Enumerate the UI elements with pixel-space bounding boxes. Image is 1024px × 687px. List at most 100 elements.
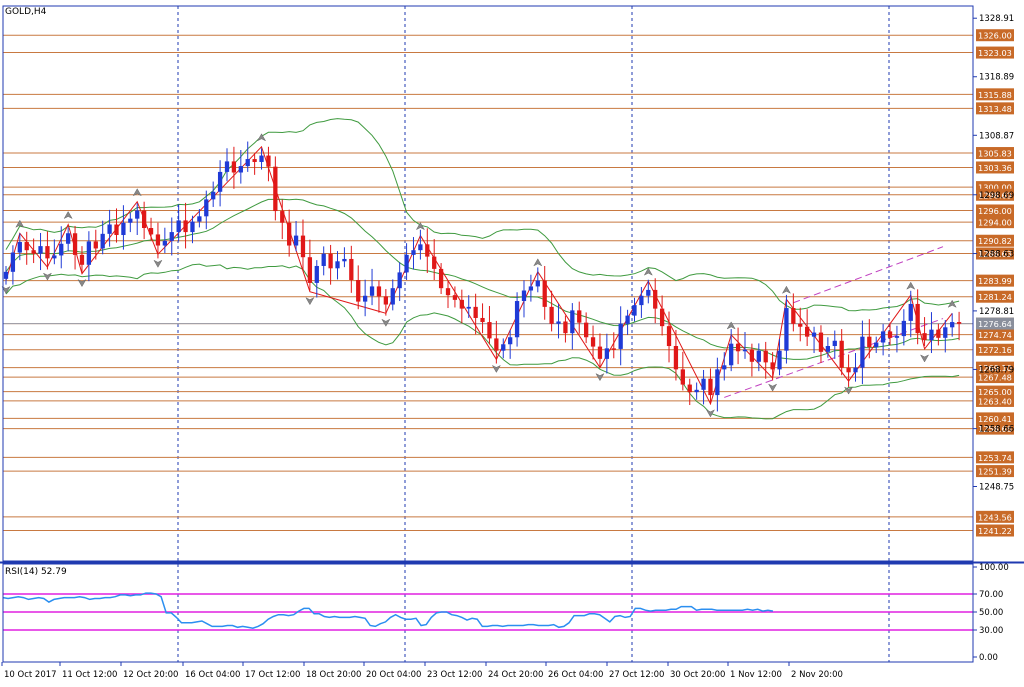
candle-body-11 bbox=[79, 254, 85, 265]
candle-body-111 bbox=[770, 362, 775, 370]
candle-body-13 bbox=[93, 241, 98, 249]
axes-layer: 1328.91 1318.89 1308.87 1298.69 1288.63 1278.… bbox=[0, 5, 1024, 680]
fractal-down-15 bbox=[705, 409, 716, 418]
candle-body-76 bbox=[528, 286, 534, 291]
price-tick-label-3: 1298.69 bbox=[979, 191, 1014, 201]
level-label-box-11 bbox=[976, 247, 1014, 260]
level-label-box-16 bbox=[976, 343, 1014, 356]
candle-body-78 bbox=[542, 280, 547, 307]
fractal-up-14 bbox=[643, 267, 653, 276]
candle-body-83 bbox=[577, 310, 582, 323]
rsi-tick-label-3: 30.00 bbox=[979, 626, 1003, 636]
level-label-box-10 bbox=[976, 234, 1014, 247]
level-label-box-18 bbox=[976, 371, 1014, 384]
current-price-box bbox=[976, 317, 1014, 330]
zigzag-indicator bbox=[5, 145, 953, 406]
bollinger-lower bbox=[5, 263, 960, 420]
candle-body-87 bbox=[604, 348, 610, 359]
candle-body-95 bbox=[659, 308, 665, 327]
time-label-10: 27 Oct 12:00 bbox=[609, 670, 664, 680]
level-label-24: 1251.39 bbox=[978, 467, 1012, 477]
candle-body-45 bbox=[314, 265, 319, 283]
level-label-4: 1305.83 bbox=[978, 149, 1012, 159]
candle-body-9 bbox=[66, 233, 71, 244]
level-label-12: 1283.99 bbox=[978, 276, 1012, 286]
level-label-box-1 bbox=[976, 46, 1014, 59]
level-label-box-13 bbox=[976, 290, 1014, 303]
time-label-8: 24 Oct 20:00 bbox=[488, 670, 543, 680]
candle-body-69 bbox=[480, 317, 485, 323]
candle-body-25 bbox=[176, 220, 181, 233]
candle-body-119 bbox=[825, 346, 831, 352]
zigzag-line bbox=[5, 145, 953, 406]
grid-layer bbox=[177, 6, 890, 662]
fractal-down-4 bbox=[77, 278, 87, 288]
candle-body-114 bbox=[791, 308, 796, 324]
level-label-20: 1263.40 bbox=[978, 396, 1012, 406]
candle-body-38 bbox=[266, 155, 271, 167]
candle-body-44 bbox=[307, 257, 313, 283]
level-label-0: 1326.00 bbox=[978, 31, 1012, 41]
candle-body-104 bbox=[722, 365, 727, 370]
price-panel-frame bbox=[2, 5, 974, 562]
candle-body-120 bbox=[832, 340, 837, 347]
level-label-13: 1281.24 bbox=[978, 292, 1012, 302]
candle-body-54 bbox=[376, 286, 382, 297]
candle-body-51 bbox=[356, 279, 361, 302]
fractal-up-22 bbox=[947, 299, 957, 308]
candle-body-10 bbox=[72, 233, 78, 255]
fractal-down-0 bbox=[1, 285, 11, 295]
price-tick-label-8: 1248.75 bbox=[979, 483, 1014, 493]
candle-body-80 bbox=[556, 321, 561, 324]
candle-body-65 bbox=[452, 295, 458, 300]
candle-body-56 bbox=[390, 288, 395, 305]
candle-body-81 bbox=[563, 321, 568, 334]
candle-body-93 bbox=[646, 289, 651, 296]
time-label-6: 20 Oct 04:00 bbox=[366, 670, 421, 680]
level-label-6: 1300.00 bbox=[978, 183, 1012, 193]
candle-body-77 bbox=[535, 280, 540, 287]
candle-body-97 bbox=[673, 346, 679, 370]
fractal-down-17 bbox=[767, 383, 778, 392]
candle-body-17 bbox=[121, 222, 126, 236]
candle-body-112 bbox=[777, 350, 782, 370]
rsi-line bbox=[2, 592, 774, 629]
level-label-16: 1272.16 bbox=[978, 345, 1012, 355]
candle-body-121 bbox=[839, 340, 844, 368]
candle-body-92 bbox=[639, 295, 644, 306]
price-tick-label-0: 1328.91 bbox=[979, 14, 1014, 24]
current-price-label: 1276.64 bbox=[978, 319, 1012, 329]
level-label-26: 1241.22 bbox=[978, 526, 1012, 536]
candle-body-98 bbox=[680, 369, 685, 385]
time-label-4: 17 Oct 12:00 bbox=[245, 670, 300, 680]
rsi-panel: 100.00 70.00 50.00 30.00 0.00 bbox=[2, 563, 1009, 663]
fractal-down-21 bbox=[919, 354, 930, 363]
candle-body-130 bbox=[901, 320, 906, 337]
level-label-9: 1294.00 bbox=[978, 218, 1012, 228]
candle-body-70 bbox=[487, 322, 492, 339]
candle-body-32 bbox=[224, 161, 230, 172]
candle-body-42 bbox=[293, 235, 299, 246]
level-label-2: 1315.88 bbox=[978, 90, 1012, 100]
level-label-1: 1323.03 bbox=[978, 48, 1012, 58]
level-label-box-17 bbox=[976, 361, 1014, 374]
candle-body-85 bbox=[590, 337, 596, 347]
candle-body-40 bbox=[280, 211, 285, 223]
candle-body-125 bbox=[867, 336, 872, 348]
rsi-panel-frame bbox=[2, 563, 974, 663]
candle-body-15 bbox=[107, 224, 112, 234]
level-label-11: 1288.63 bbox=[978, 249, 1012, 259]
candle-body-61 bbox=[425, 244, 430, 257]
candle-body-126 bbox=[874, 342, 879, 348]
candle-body-59 bbox=[411, 250, 416, 255]
level-label-15: 1274.74 bbox=[978, 330, 1012, 340]
support-resistance-levels: 1326.00 1323.03 1315.88 1313.48 1305.83 1303.… bbox=[3, 29, 1014, 537]
time-label-9: 26 Oct 04:00 bbox=[548, 670, 603, 680]
level-label-box-0 bbox=[976, 29, 1014, 42]
candle-body-39 bbox=[273, 166, 278, 212]
candle-body-37 bbox=[259, 155, 264, 162]
level-label-box-15 bbox=[976, 328, 1014, 341]
candle-body-100 bbox=[694, 389, 699, 393]
fractal-down-11 bbox=[491, 364, 501, 373]
candle-body-71 bbox=[494, 338, 499, 351]
